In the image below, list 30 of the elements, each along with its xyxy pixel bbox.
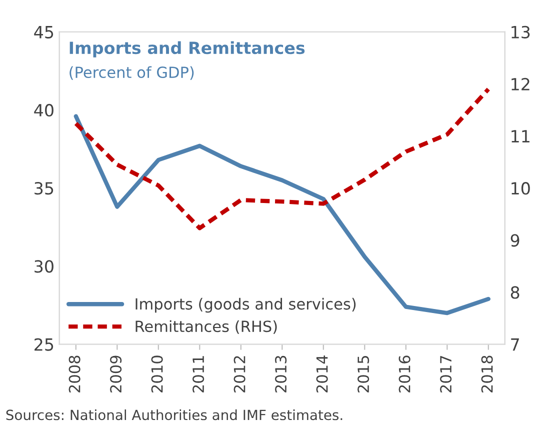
y2-tick-label: 11 <box>512 130 530 142</box>
x-tick-label: 2016 <box>398 356 410 392</box>
y2-tick-label: 10 <box>512 182 530 195</box>
x-tick-label: 2018 <box>481 356 493 392</box>
y2-tick-label: 12 <box>512 78 530 90</box>
y-tick-label: 40 <box>34 104 54 117</box>
x-tick-label: 2015 <box>358 356 370 392</box>
line-series <box>74 114 490 316</box>
legend-label: Remittances (RHS) <box>136 320 277 334</box>
y2-tick-label: 13 <box>512 26 530 38</box>
text: Imports and Remittances <box>70 41 305 58</box>
y-tick-label: 25 <box>34 338 54 351</box>
y2-tick-label: 8 <box>510 286 520 299</box>
x-tick-label: 2010 <box>151 356 163 392</box>
y2-tick-label: 7 <box>511 338 519 351</box>
source-note: Sources: National Authorities and IMF estimates. <box>6 409 342 420</box>
y-tick-label: 30 <box>34 260 54 273</box>
x-tick-label: 2008 <box>68 356 80 392</box>
x-tick-label: 2011 <box>192 356 204 392</box>
text: (Percent of GDP) <box>70 66 194 80</box>
legend-label: Imports (goods and services) <box>136 298 356 313</box>
x-tick-label: 2017 <box>440 356 452 392</box>
x-tick-label: 2009 <box>110 356 122 392</box>
x-tick-label: 2014 <box>316 356 328 392</box>
x-tick-label: 2013 <box>275 356 287 392</box>
x-tick-label: 2012 <box>234 356 246 392</box>
line-series <box>74 87 490 230</box>
y2-tick-label: 9 <box>510 234 520 247</box>
y-tick-label: 35 <box>34 182 54 195</box>
y-tick-label: 45 <box>34 26 54 38</box>
